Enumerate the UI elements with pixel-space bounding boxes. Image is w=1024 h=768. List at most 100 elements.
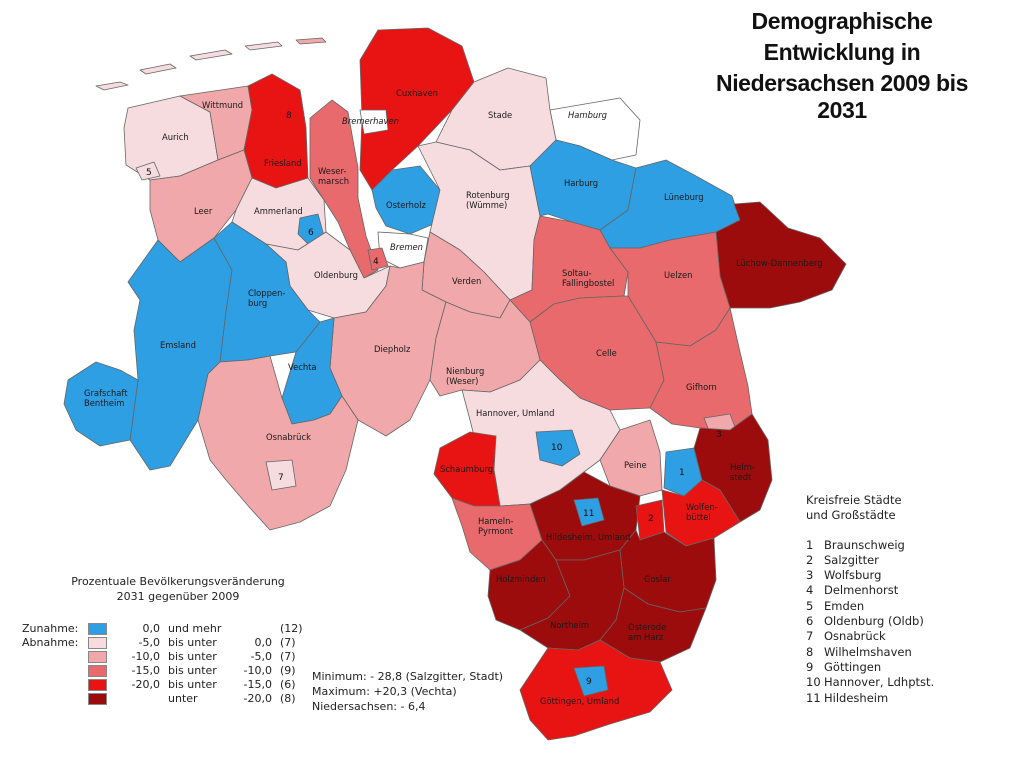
city-name: Göttingen [824, 659, 882, 674]
marker-10: 10 [551, 443, 563, 453]
city-name: Braunschweig [824, 537, 905, 552]
legend-value-to: -20,0 [243, 692, 272, 705]
label-bremen: Bremen [390, 242, 423, 252]
label-goettingen: Göttingen, Umland [540, 696, 619, 706]
label-diepholz: Diepholz [374, 344, 411, 354]
city-list-item: 4 Delmenhorst [806, 583, 1006, 598]
city-list-title: Kreisfreie Städte und Großstädte [806, 493, 1006, 524]
city-number: 5 [806, 598, 814, 613]
region-emden [135, 161, 161, 181]
legend-swatch [88, 623, 107, 635]
city-name: Wolfsburg [824, 568, 882, 583]
region-island-4 [244, 41, 283, 51]
label-osterode: Osterode am Harz [628, 622, 666, 642]
label-soltau: Soltau-Fallingbostel [562, 268, 614, 288]
legend-count: (7) [280, 636, 296, 649]
statistics-box: Minimum: - 28,8 (Salzgitter, Stadt) Maxi… [312, 669, 532, 714]
city-name: Hildesheim [824, 690, 889, 705]
city-number: 7 [806, 629, 814, 644]
legend-row: unter -20,0 (8) [22, 692, 312, 706]
label-hildesheim: Hildesheim, Umland [546, 532, 630, 542]
city-number: 9 [806, 659, 814, 674]
region-friesland [243, 73, 309, 189]
region-wolfenbuettel [661, 479, 741, 547]
stat-maximum: Maximum: +20,3 (Vechta) [312, 685, 457, 698]
legend-operator: bis unter [168, 650, 217, 663]
city-list-item: 10 Hannover, Ldhptst. [806, 675, 1006, 690]
label-bremerhaven: Bremerhaven [342, 116, 399, 126]
region-delmenhorst [367, 247, 389, 271]
marker-2: 2 [648, 514, 654, 524]
marker-9: 9 [586, 677, 592, 687]
title-line-4: 2031 [817, 97, 867, 123]
region-osnabrueck [197, 355, 359, 531]
label-wesermarsch: Weser-marsch [318, 166, 349, 186]
label-ammerland: Ammerland [254, 206, 303, 216]
label-goslar: Goslar [644, 574, 671, 584]
city-list-item: 7 Osnabrück [806, 629, 1006, 644]
label-osnabrueck: Osnabrück [266, 432, 311, 442]
legend-row: -15,0 bis unter -10,0 (9) [22, 664, 312, 678]
city-name: Osnabrück [824, 629, 886, 644]
city-list-item: 9 Göttingen [806, 660, 1006, 675]
label-peine: Peine [624, 460, 647, 470]
label-vechta: Vechta [288, 362, 317, 372]
label-rotenburg: Rotenburg (Wümme) [466, 190, 510, 210]
legend-title-line-1: Prozentuale Bevölkerungsveränderung [71, 575, 285, 588]
legend-row: Abnahme: -5,0 bis unter 0,0 (7) [22, 636, 312, 650]
city-list-item: 11 Hildesheim [806, 691, 1006, 706]
legend-count: (9) [280, 664, 296, 677]
city-number: 11 [806, 690, 821, 705]
label-uelzen: Uelzen [664, 270, 692, 280]
label-harburg: Harburg [564, 178, 598, 188]
marker-8: 8 [286, 111, 292, 121]
label-luechow: Lüchow-Dannenberg [736, 258, 822, 268]
city-list-item: 6 Oldenburg (Oldb) [806, 614, 1006, 629]
region-helmstedt [693, 413, 773, 523]
title-line-3: Niedersachsen 2009 bis [715, 70, 969, 96]
legend-swatch [88, 651, 107, 663]
marker-6: 6 [308, 228, 314, 238]
legend-swatch [88, 665, 107, 677]
city-list-item: 1 Braunschweig [806, 538, 1006, 553]
label-grafschaft: Grafschaft Bentheim [84, 388, 128, 408]
region-bremerhaven [359, 109, 389, 135]
legend-count: (7) [280, 650, 296, 663]
legend-title-line-2: 2031 gegenüber 2009 [116, 590, 240, 603]
region-island-3 [189, 49, 233, 61]
label-hameln: Hameln-Pyrmont [478, 516, 514, 536]
legend-operator: bis unter [168, 678, 217, 691]
label-northeim: Northeim [550, 620, 589, 630]
legend-row: -20,0 bis unter -15,0 (6) [22, 678, 312, 692]
legend-value-to: -15,0 [243, 678, 272, 691]
city-number: 4 [806, 583, 814, 598]
label-celle: Celle [596, 348, 617, 358]
city-list-item: 8 Wilhelmshaven [806, 645, 1006, 660]
marker-1: 1 [679, 468, 685, 478]
region-hannover-stadt [535, 429, 581, 467]
label-friesland: Friesland [264, 158, 302, 168]
city-name: Salzgitter [824, 552, 879, 567]
legend-value-from: -15,0 [131, 664, 160, 677]
marker-5: 5 [146, 168, 152, 178]
legend-count: (6) [280, 678, 296, 691]
legend-swatch [88, 693, 107, 705]
label-verden: Verden [452, 276, 481, 286]
city-number: 1 [806, 537, 814, 552]
city-name: Wilhelmshaven [824, 644, 912, 659]
label-cloppenburg: Cloppen-burg [248, 288, 285, 308]
label-aurich: Aurich [162, 132, 189, 142]
label-helmstedt: Helm-stedt [730, 462, 755, 482]
legend-count: (12) [280, 622, 303, 635]
label-hannover: Hannover, Umland [476, 408, 554, 418]
region-cuxhaven [359, 27, 475, 191]
legend: Prozentuale Bevölkerungsveränderung 2031… [22, 574, 312, 706]
label-nienburg: Nienburg (Weser) [446, 366, 484, 386]
city-name: Delmenhorst [824, 583, 899, 598]
stat-niedersachsen: Niedersachsen: - 6,4 [312, 700, 426, 713]
marker-3: 3 [716, 430, 722, 440]
city-list-title-line-2: und Großstädte [806, 508, 896, 523]
city-list-item: 5 Emden [806, 599, 1006, 614]
